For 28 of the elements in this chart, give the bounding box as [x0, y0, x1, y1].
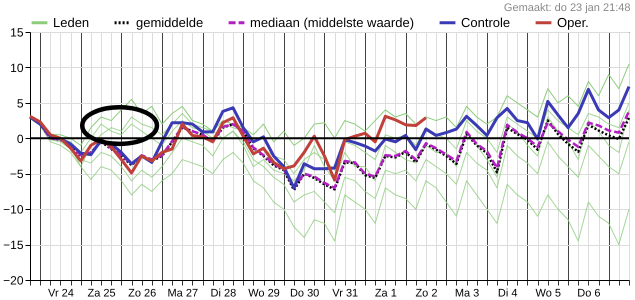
x-tick-label: Zo 2 — [415, 288, 438, 300]
x-tick-label: Zo 26 — [128, 288, 156, 300]
x-tick-label: Wo 29 — [248, 288, 280, 300]
legend-label: Leden — [53, 14, 90, 30]
y-tick-label: −10 — [3, 202, 24, 217]
x-tick-label: Ma 27 — [168, 288, 198, 300]
legend-label: Oper. — [557, 14, 589, 30]
y-tick-label: 5 — [16, 96, 24, 110]
y-tick-label: −20 — [3, 274, 24, 288]
y-tick-label: −5 — [10, 167, 24, 182]
y-tick-label: 10 — [10, 60, 24, 75]
x-tick-label: Wo 5 — [536, 288, 562, 300]
y-tick-label: −15 — [3, 238, 24, 252]
x-tick-label: Do 6 — [577, 288, 601, 300]
x-tick-label: Do 30 — [290, 288, 320, 300]
legend-label: Controle — [461, 14, 510, 30]
x-tick-label: Za 25 — [87, 288, 116, 300]
x-tick-label: Vr 24 — [48, 288, 74, 300]
y-tick-label: 0 — [16, 132, 24, 146]
x-tick-label: Ma 3 — [454, 288, 480, 300]
x-tick-label: Di 28 — [210, 288, 236, 300]
legend-label: mediaan (middelste waarde) — [250, 14, 414, 30]
legend-label: gemiddelde — [136, 14, 204, 30]
text: Gemaakt: do 23 jan 21:48 — [504, 2, 630, 14]
x-tick-label: Za 1 — [374, 288, 397, 300]
x-tick-label: Vr 31 — [332, 288, 358, 300]
x-tick-label: Di 4 — [498, 288, 518, 300]
y-tick-label: 15 — [10, 26, 24, 40]
